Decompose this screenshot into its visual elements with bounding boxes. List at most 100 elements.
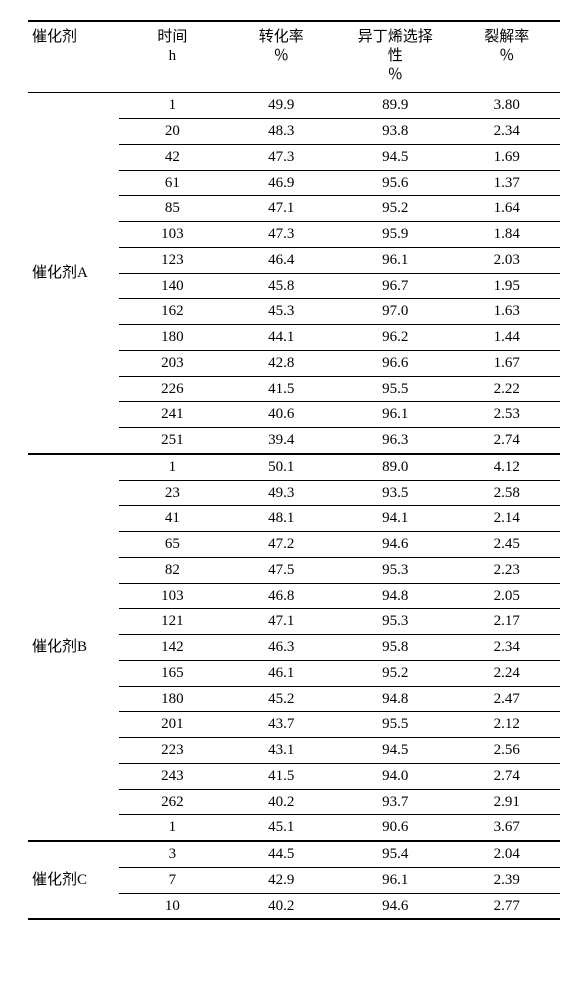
cell-selectivity: 94.8 (337, 583, 454, 609)
col-header-time: 时间 h (119, 21, 225, 93)
cell-conversion: 39.4 (226, 428, 337, 454)
cell-time: 1 (119, 93, 225, 119)
cell-selectivity: 97.0 (337, 299, 454, 325)
catalyst-table: 催化剂 时间 h 转化率 ％ 异丁烯选择 性 ％ 裂解率 ％ 催化剂A149.9… (28, 20, 560, 920)
cell-conversion: 49.9 (226, 93, 337, 119)
cell-cracking: 1.67 (454, 350, 560, 376)
cell-cracking: 2.47 (454, 686, 560, 712)
cell-selectivity: 90.6 (337, 815, 454, 841)
cell-time: 42 (119, 144, 225, 170)
cell-cracking: 1.95 (454, 273, 560, 299)
cell-selectivity: 96.1 (337, 247, 454, 273)
cell-cracking: 2.58 (454, 480, 560, 506)
cell-time: 180 (119, 686, 225, 712)
cell-time: 262 (119, 789, 225, 815)
cell-selectivity: 95.3 (337, 609, 454, 635)
cell-cracking: 2.22 (454, 376, 560, 402)
cell-cracking: 2.24 (454, 660, 560, 686)
cell-time: 123 (119, 247, 225, 273)
cell-time: 162 (119, 299, 225, 325)
cell-cracking: 1.44 (454, 325, 560, 351)
table-row: 催化剂B150.189.04.12 (28, 454, 560, 480)
cell-time: 251 (119, 428, 225, 454)
col-header-time-label: 时间 (157, 29, 187, 45)
cell-cracking: 2.34 (454, 635, 560, 661)
cell-selectivity: 95.2 (337, 196, 454, 222)
col-header-time-unit: h (169, 48, 177, 64)
cell-conversion: 41.5 (226, 763, 337, 789)
cell-conversion: 46.4 (226, 247, 337, 273)
col-header-selectivity-unit: ％ (388, 67, 403, 83)
cell-cracking: 4.12 (454, 454, 560, 480)
cell-cracking: 2.03 (454, 247, 560, 273)
cell-selectivity: 89.9 (337, 93, 454, 119)
cell-cracking: 1.64 (454, 196, 560, 222)
table-body: 催化剂A149.989.93.802048.393.82.344247.394.… (28, 93, 560, 920)
cell-time: 85 (119, 196, 225, 222)
cell-conversion: 45.1 (226, 815, 337, 841)
cell-conversion: 45.8 (226, 273, 337, 299)
cell-selectivity: 96.3 (337, 428, 454, 454)
cell-selectivity: 89.0 (337, 454, 454, 480)
cell-cracking: 1.37 (454, 170, 560, 196)
cell-cracking: 1.84 (454, 222, 560, 248)
cell-time: 226 (119, 376, 225, 402)
col-header-cracking: 裂解率 ％ (454, 21, 560, 93)
cell-cracking: 2.34 (454, 119, 560, 145)
col-header-conversion: 转化率 ％ (226, 21, 337, 93)
cell-time: 103 (119, 222, 225, 248)
catalyst-label: 催化剂B (28, 454, 119, 841)
cell-conversion: 40.2 (226, 789, 337, 815)
cell-time: 41 (119, 506, 225, 532)
cell-cracking: 1.69 (454, 144, 560, 170)
catalyst-label: 催化剂C (28, 841, 119, 919)
cell-selectivity: 94.8 (337, 686, 454, 712)
cell-conversion: 50.1 (226, 454, 337, 480)
cell-selectivity: 96.1 (337, 402, 454, 428)
cell-cracking: 2.45 (454, 532, 560, 558)
cell-selectivity: 94.5 (337, 738, 454, 764)
cell-selectivity: 96.6 (337, 350, 454, 376)
col-header-selectivity-l2: 性 (388, 48, 403, 64)
cell-cracking: 3.67 (454, 815, 560, 841)
cell-conversion: 44.1 (226, 325, 337, 351)
cell-conversion: 45.2 (226, 686, 337, 712)
cell-conversion: 47.1 (226, 196, 337, 222)
cell-selectivity: 94.1 (337, 506, 454, 532)
cell-conversion: 40.2 (226, 893, 337, 919)
cell-selectivity: 95.6 (337, 170, 454, 196)
cell-cracking: 2.12 (454, 712, 560, 738)
cell-selectivity: 96.1 (337, 867, 454, 893)
cell-cracking: 2.39 (454, 867, 560, 893)
cell-selectivity: 95.3 (337, 557, 454, 583)
cell-cracking: 2.04 (454, 841, 560, 867)
cell-selectivity: 94.6 (337, 893, 454, 919)
cell-cracking: 2.56 (454, 738, 560, 764)
cell-time: 3 (119, 841, 225, 867)
col-header-cracking-label: 裂解率 (484, 29, 529, 45)
cell-time: 103 (119, 583, 225, 609)
cell-selectivity: 96.2 (337, 325, 454, 351)
cell-selectivity: 96.7 (337, 273, 454, 299)
cell-selectivity: 93.8 (337, 119, 454, 145)
col-header-conversion-unit: ％ (274, 48, 289, 64)
cell-cracking: 2.05 (454, 583, 560, 609)
cell-cracking: 1.63 (454, 299, 560, 325)
cell-conversion: 47.2 (226, 532, 337, 558)
cell-cracking: 2.53 (454, 402, 560, 428)
cell-conversion: 47.3 (226, 144, 337, 170)
col-header-cracking-unit: ％ (499, 48, 514, 64)
cell-conversion: 43.1 (226, 738, 337, 764)
cell-selectivity: 95.5 (337, 376, 454, 402)
cell-time: 203 (119, 350, 225, 376)
cell-time: 223 (119, 738, 225, 764)
cell-time: 241 (119, 402, 225, 428)
cell-selectivity: 95.5 (337, 712, 454, 738)
cell-conversion: 42.8 (226, 350, 337, 376)
cell-cracking: 2.77 (454, 893, 560, 919)
cell-time: 10 (119, 893, 225, 919)
cell-cracking: 2.23 (454, 557, 560, 583)
cell-conversion: 47.5 (226, 557, 337, 583)
cell-conversion: 47.1 (226, 609, 337, 635)
cell-selectivity: 95.2 (337, 660, 454, 686)
